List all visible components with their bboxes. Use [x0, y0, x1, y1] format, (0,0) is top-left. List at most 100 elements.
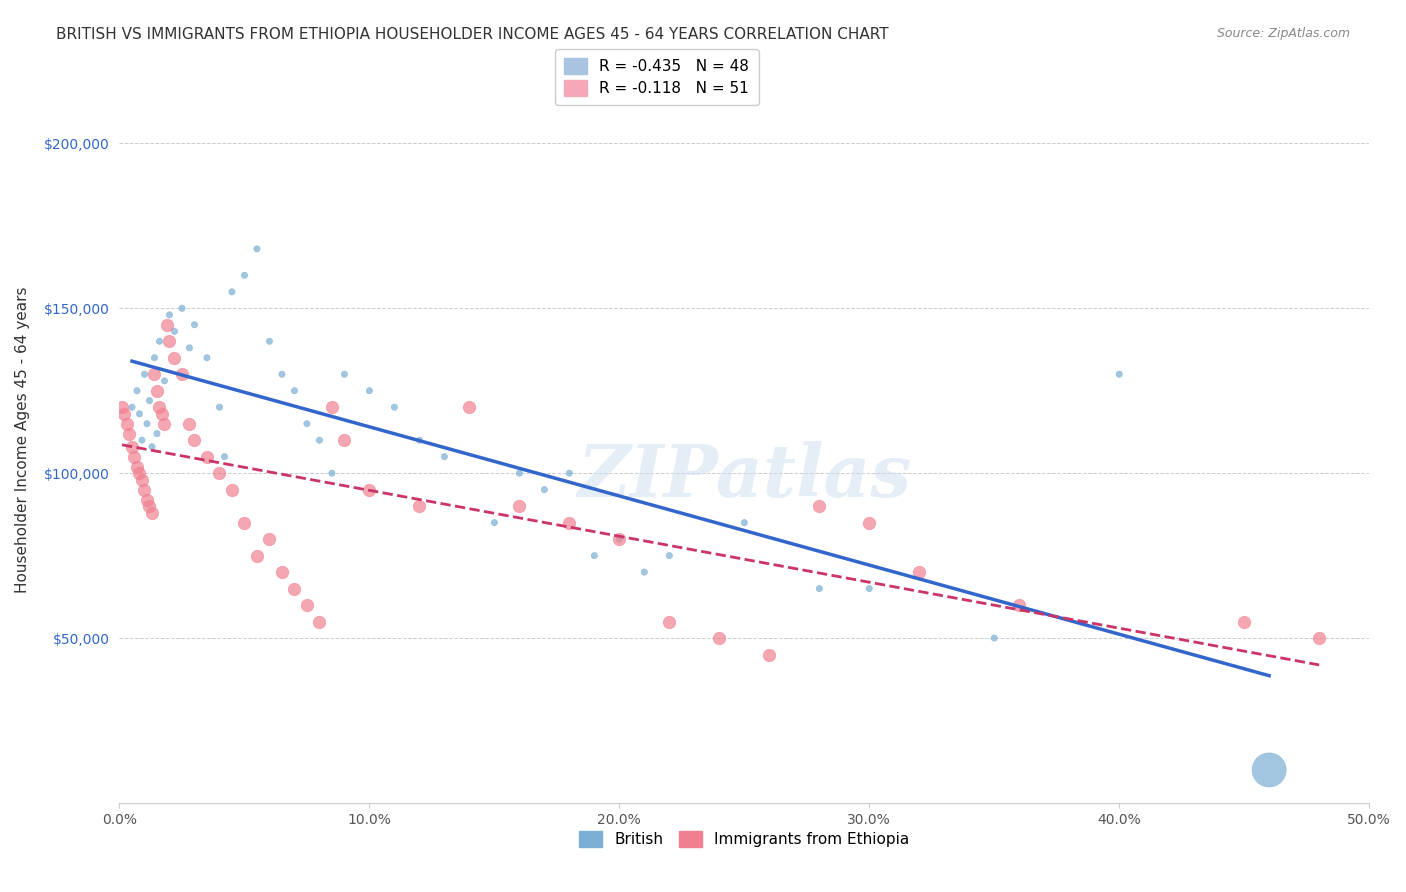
Point — [124, 450, 146, 464]
Point — [118, 426, 141, 441]
Point — [908, 565, 931, 579]
Point — [558, 516, 581, 530]
Point — [141, 440, 163, 454]
Point — [1308, 631, 1330, 645]
Point — [283, 384, 305, 398]
Point — [163, 324, 186, 338]
Point — [156, 318, 179, 332]
Point — [221, 483, 243, 497]
Point — [148, 334, 170, 349]
Point — [114, 407, 136, 421]
Point — [214, 450, 236, 464]
Point — [170, 301, 193, 316]
Point — [146, 384, 169, 398]
Point — [359, 483, 381, 497]
Point — [658, 615, 681, 629]
Point — [508, 466, 530, 480]
Point — [115, 417, 138, 431]
Point — [146, 426, 169, 441]
Point — [308, 433, 330, 447]
Point — [246, 242, 269, 256]
Point — [808, 499, 831, 513]
Point — [758, 648, 780, 662]
Point — [333, 433, 356, 447]
Point — [153, 417, 176, 431]
Point — [159, 308, 181, 322]
Point — [259, 532, 281, 546]
Text: BRITISH VS IMMIGRANTS FROM ETHIOPIA HOUSEHOLDER INCOME AGES 45 - 64 YEARS CORREL: BRITISH VS IMMIGRANTS FROM ETHIOPIA HOUS… — [56, 27, 889, 42]
Point — [195, 450, 218, 464]
Point — [159, 334, 181, 349]
Point — [121, 440, 143, 454]
Point — [131, 433, 153, 447]
Point — [1008, 598, 1031, 612]
Point — [143, 368, 166, 382]
Point — [183, 433, 205, 447]
Point — [163, 351, 186, 365]
Point — [128, 407, 150, 421]
Point — [150, 407, 173, 421]
Point — [179, 417, 201, 431]
Point — [170, 368, 193, 382]
Point — [858, 582, 880, 596]
Point — [128, 466, 150, 480]
Point — [533, 483, 555, 497]
Point — [153, 374, 176, 388]
Point — [134, 483, 156, 497]
Point — [246, 549, 269, 563]
Text: ZIPatlas: ZIPatlas — [578, 441, 911, 512]
Point — [607, 532, 630, 546]
Point — [259, 334, 281, 349]
Point — [408, 433, 430, 447]
Point — [633, 565, 655, 579]
Point — [983, 631, 1005, 645]
Point — [733, 516, 755, 530]
Point — [321, 401, 343, 415]
Point — [384, 401, 406, 415]
Point — [125, 384, 148, 398]
Point — [333, 368, 356, 382]
Point — [121, 401, 143, 415]
Point — [136, 492, 159, 507]
Point — [484, 516, 506, 530]
Point — [607, 532, 630, 546]
Point — [143, 351, 166, 365]
Point — [458, 401, 481, 415]
Point — [221, 285, 243, 299]
Point — [233, 516, 256, 530]
Point — [1233, 615, 1256, 629]
Point — [271, 368, 294, 382]
Point — [233, 268, 256, 283]
Point — [558, 466, 581, 480]
Point — [408, 499, 430, 513]
Point — [508, 499, 530, 513]
Point — [295, 417, 318, 431]
Point — [138, 499, 160, 513]
Point — [1108, 368, 1130, 382]
Point — [148, 401, 170, 415]
Point — [359, 384, 381, 398]
Point — [131, 473, 153, 487]
Point — [1258, 763, 1281, 777]
Point — [195, 351, 218, 365]
Point — [858, 516, 880, 530]
Point — [295, 598, 318, 612]
Point — [138, 393, 160, 408]
Point — [125, 459, 148, 474]
Point — [183, 318, 205, 332]
Point — [321, 466, 343, 480]
Point — [271, 565, 294, 579]
Text: Source: ZipAtlas.com: Source: ZipAtlas.com — [1216, 27, 1350, 40]
Point — [709, 631, 731, 645]
Point — [433, 450, 456, 464]
Legend: British, Immigrants from Ethiopia: British, Immigrants from Ethiopia — [574, 825, 915, 854]
Point — [136, 417, 159, 431]
Y-axis label: Householder Income Ages 45 - 64 years: Householder Income Ages 45 - 64 years — [15, 287, 30, 593]
Point — [134, 368, 156, 382]
Point — [308, 615, 330, 629]
Point — [208, 466, 231, 480]
Point — [658, 549, 681, 563]
Point — [808, 582, 831, 596]
Point — [283, 582, 305, 596]
Point — [583, 549, 606, 563]
